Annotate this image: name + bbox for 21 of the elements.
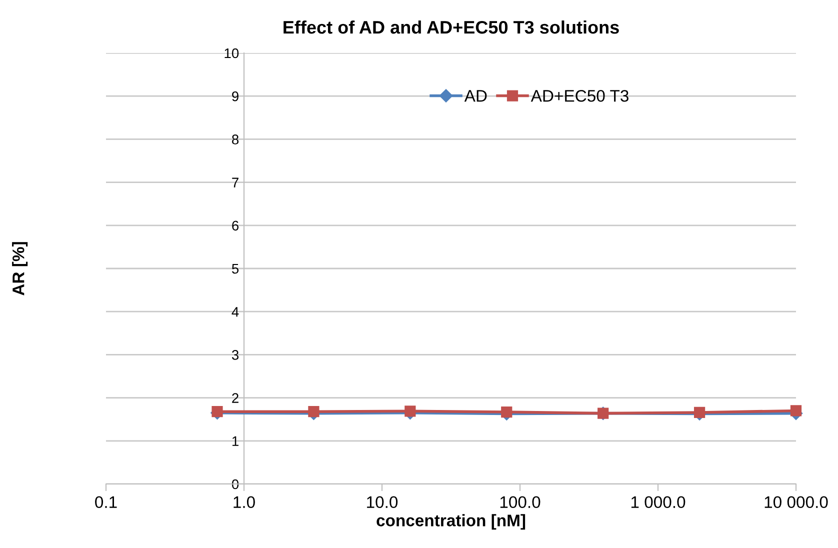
x-tick-label: 10.0	[367, 496, 398, 508]
y-tick-label: 6	[232, 220, 239, 231]
x-tick-label: 100.0	[500, 496, 540, 508]
x-axis-title: concentration [nM]	[376, 514, 526, 530]
y-axis-title: AR [%]	[12, 242, 28, 296]
y-tick-label: 10	[224, 48, 239, 58]
chart-title: Effect of AD and AD+EC50 T3 solutions	[284, 20, 619, 34]
y-tick-label: 9	[232, 91, 238, 102]
y-tick-label: 2	[232, 393, 238, 403]
legend-label: AD	[464, 90, 487, 102]
x-tick-label: 1.0	[234, 496, 255, 508]
x-tick-label: 1 000.0	[631, 496, 686, 508]
y-tick-label: 3	[232, 350, 239, 360]
y-tick-label: 4	[232, 307, 239, 317]
y-tick-label: 1	[232, 436, 238, 446]
y-tick-label: 8	[232, 134, 239, 144]
legend-label: AD+EC50 T3	[530, 90, 628, 102]
y-tick-label: 7	[232, 178, 238, 188]
y-tick-label: 5	[232, 264, 239, 274]
x-tick-label: 10 000.0	[764, 496, 828, 508]
x-tick-label: 0.1	[95, 496, 117, 508]
